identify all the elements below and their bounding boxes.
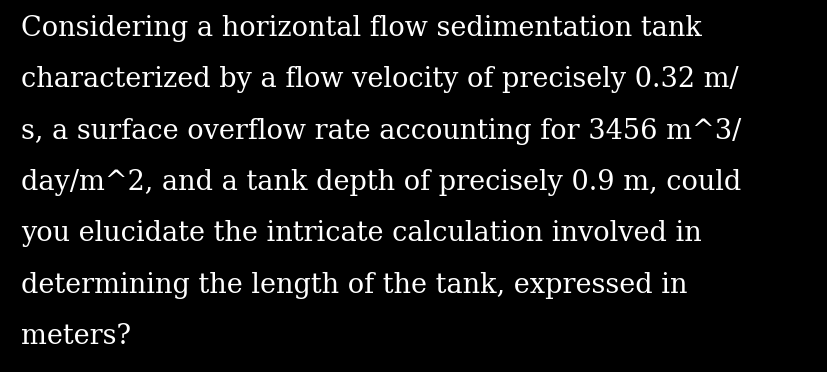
Text: characterized by a flow velocity of precisely 0.32 m/: characterized by a flow velocity of prec… [21,66,738,93]
Text: you elucidate the intricate calculation involved in: you elucidate the intricate calculation … [21,220,700,247]
Text: meters?: meters? [21,323,131,350]
Text: determining the length of the tank, expressed in: determining the length of the tank, expr… [21,272,686,299]
Text: Considering a horizontal flow sedimentation tank: Considering a horizontal flow sedimentat… [21,15,700,42]
Text: day/m^2, and a tank depth of precisely 0.9 m, could: day/m^2, and a tank depth of precisely 0… [21,169,740,196]
Text: s, a surface overflow rate accounting for 3456 m^3/: s, a surface overflow rate accounting fo… [21,118,740,145]
